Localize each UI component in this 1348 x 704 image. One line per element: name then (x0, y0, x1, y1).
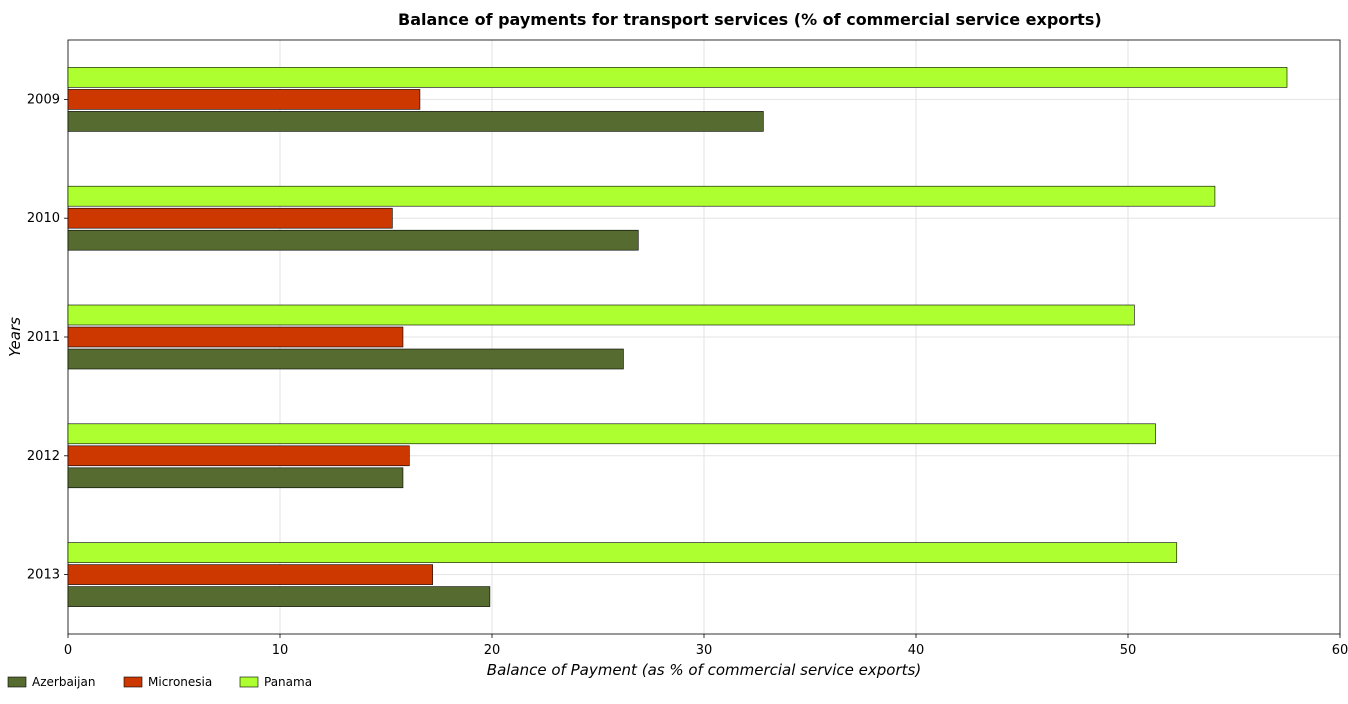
bar-azerbaijan-2012 (67, 467, 404, 489)
bar-micronesia-2012 (67, 445, 410, 467)
x-tick-label: 20 (484, 643, 501, 658)
bar-micronesia-2011 (67, 326, 404, 348)
y-tick-label: 2013 (27, 568, 60, 583)
x-tick-label: 0 (64, 643, 72, 658)
x-tick-label: 40 (908, 643, 925, 658)
bar-panama-2009 (67, 67, 1288, 88)
x-axis-ticks: 0 10 20 30 40 50 60 (64, 634, 1348, 658)
bar-azerbaijan-2010 (67, 229, 639, 251)
legend: Azerbaijan Micronesia Panama (7, 675, 312, 689)
x-axis-label: Balance of Payment (as % of commercial s… (487, 661, 921, 679)
bar-panama-2012 (67, 423, 1156, 445)
x-tick-label: 50 (1120, 643, 1137, 658)
y-axis-label: Years (6, 317, 24, 357)
x-tick-label: 60 (1332, 643, 1348, 658)
bar-panama-2010 (67, 185, 1216, 207)
y-tick-label: 2012 (27, 449, 60, 464)
legend-swatch-panama (239, 676, 259, 688)
legend-label-panama: Panama (264, 675, 312, 689)
bar-azerbaijan-2009 (67, 111, 764, 132)
bar-panama-2013 (67, 542, 1178, 563)
y-axis-ticks: 2009 2010 2011 2012 2013 (27, 92, 68, 583)
chart-title: Balance of payments for transport servic… (398, 10, 1102, 29)
legend-swatch-azerbaijan (7, 676, 27, 688)
bar-micronesia-2013 (67, 564, 433, 585)
y-tick-label: 2010 (27, 211, 60, 226)
x-tick-label: 10 (272, 643, 289, 658)
bar-panama-2011 (67, 304, 1135, 326)
legend-swatch-micronesia (123, 676, 143, 688)
y-tick-label: 2011 (27, 330, 60, 345)
legend-label-micronesia: Micronesia (148, 675, 212, 689)
bar-azerbaijan-2011 (67, 348, 624, 370)
x-tick-label: 30 (696, 643, 713, 658)
bar-micronesia-2010 (67, 207, 393, 229)
y-tick-label: 2009 (27, 92, 60, 107)
bar-micronesia-2009 (67, 89, 421, 110)
bar-azerbaijan-2013 (67, 586, 491, 607)
legend-label-azerbaijan: Azerbaijan (32, 675, 95, 689)
bars (67, 67, 1288, 607)
